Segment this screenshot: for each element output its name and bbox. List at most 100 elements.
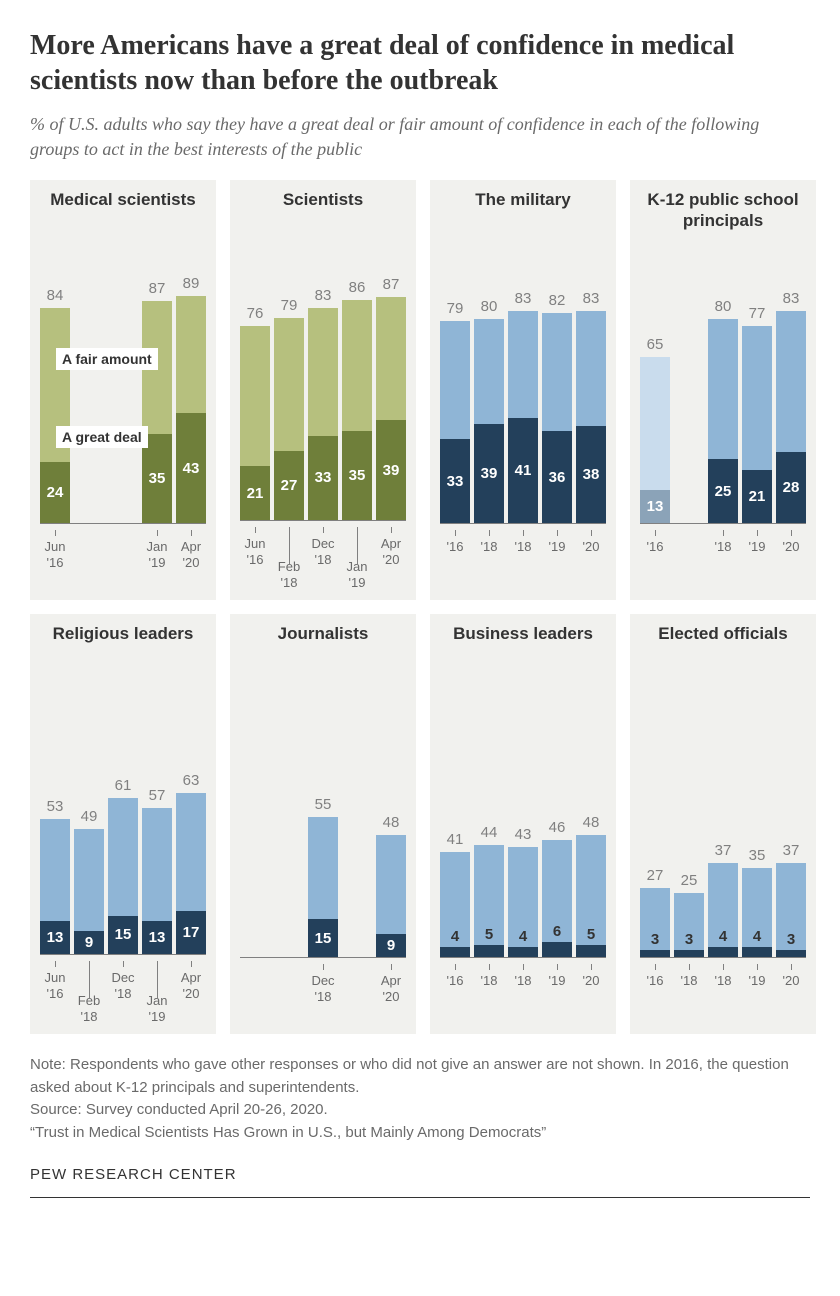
chart-area: 79338039834182368338 [440,240,606,524]
total-value: 25 [681,872,698,889]
x-axis: Dec'18Apr'20 [240,964,406,1024]
total-value: 57 [149,787,166,804]
bar-great-deal: 33 [440,439,470,523]
x-tick-label: Apr'20 [376,964,406,1024]
x-tick-label: Jun'16 [40,530,70,590]
panel-title: Medical scientists [40,190,206,232]
x-axis: '16'18'18'19'20 [440,964,606,1024]
bar-great-deal: 4 [440,947,470,957]
bar-stack: 28 [776,311,806,523]
bar-fair-amount [440,321,470,439]
total-value: 37 [715,842,732,859]
bar-stack: 15 [308,817,338,958]
x-tick-label: Apr'20 [376,527,406,590]
bar-stack: 38 [576,311,606,523]
bar-stack: 35 [142,301,172,524]
bar-column: 8735 [142,280,172,524]
x-tick-label: '18 [674,964,704,1024]
great-deal-value: 3 [674,931,704,948]
brand-footer: PEW RESEARCH CENTER [30,1166,810,1198]
total-value: 55 [315,796,332,813]
bar-column: 414 [440,831,470,957]
chart-area: 76217927833386358739 [240,240,406,521]
bar-fair-amount [308,817,338,919]
bar-stack: 6 [542,840,572,958]
panel-title: Business leaders [440,624,606,666]
bar-great-deal: 3 [640,950,670,958]
bar-fair-amount [474,319,504,424]
bar-column: 7927 [274,297,304,520]
chart-area: 5313499611557136317 [40,674,206,955]
bar-fair-amount [342,300,372,431]
great-deal-value: 38 [583,466,600,483]
great-deal-value: 21 [749,488,766,505]
bar-fair-amount [542,313,572,431]
bar-great-deal: 21 [742,470,772,524]
x-tick-label: '18 [708,530,738,590]
x-tick-label: Feb'18 [74,961,104,1024]
total-value: 86 [349,279,366,296]
bar-stack: 41 [508,311,538,523]
bar-stack: 36 [542,313,572,523]
bar-great-deal: 38 [576,426,606,523]
great-deal-value: 15 [315,930,332,947]
total-value: 65 [647,336,664,353]
bar-column: 7721 [742,305,772,523]
great-deal-value: 3 [640,931,670,948]
x-tick-label: Jun'16 [240,527,270,590]
bar-column: 499 [74,808,104,954]
bar-column: 8025 [708,298,738,524]
bar-stack: 4 [508,847,538,957]
chart-area: 273253374354373 [640,674,806,958]
x-tick-label: '16 [640,530,670,590]
bar-stack: 39 [474,319,504,524]
chart-panel: Medical scientists842487358943A fair amo… [30,180,216,600]
total-value: 84 [47,287,64,304]
bar-great-deal: 15 [308,919,338,957]
bar-column: 8236 [542,292,572,523]
x-tick-label: '18 [708,964,738,1024]
bar-fair-amount [274,318,304,451]
total-value: 83 [783,290,800,307]
chart-area: 414445434466485 [440,674,606,958]
legend-great-deal: A great deal [56,426,148,448]
bar-column: 273 [640,867,670,957]
great-deal-value: 25 [715,483,732,500]
x-tick-label: '19 [742,964,772,1024]
great-deal-value: 27 [281,477,298,494]
great-deal-value: 24 [47,484,64,501]
chart-area: 65 13 80257721 83 28 [640,240,806,524]
bar-great-deal: 4 [508,947,538,957]
great-deal-value: 3 [776,931,806,948]
bar-fair-amount [708,319,738,460]
bar-column: 25 3 [674,872,704,957]
bar-fair-amount [376,297,406,420]
bar-great-deal: 3 [776,950,806,958]
total-value: 83 [583,290,600,307]
bar-stack: 4 [708,863,738,958]
bar-stack: 21 [742,326,772,523]
total-value: 37 [783,842,800,859]
bar-great-deal: 28 [776,452,806,524]
bar-stack: 13 [640,357,670,523]
bar-great-deal: 5 [576,945,606,958]
x-tick-label: '18 [474,530,504,590]
bar-great-deal: 35 [342,431,372,521]
bar-fair-amount [776,311,806,452]
x-axis: Jun'16Feb'18Dec'18Jan'19Apr'20 [40,961,206,1024]
chart-panel: Journalists5515489Dec'18Apr'20 [230,614,416,1034]
total-value: 87 [383,276,400,293]
bar-great-deal: 25 [708,459,738,523]
bar-great-deal: 3 [674,950,704,958]
chart-panel: Religious leaders5313499611557136317Jun'… [30,614,216,1034]
total-value: 61 [115,777,132,794]
great-deal-value: 33 [447,473,464,490]
legend-fair-amount: A fair amount [56,348,158,370]
x-axis: Jun'16Jan'19Apr'20 [40,530,206,590]
panel-grid: Medical scientists842487358943A fair amo… [30,180,810,1034]
panel-title: K-12 public school principals [640,190,806,232]
chart-panel: K-12 public school principals 65 13 8025772… [630,180,816,600]
bar-great-deal: 15 [108,916,138,954]
footnote-line: “Trust in Medical Scientists Has Grown i… [30,1122,810,1145]
bar-stack: 13 [40,819,70,955]
